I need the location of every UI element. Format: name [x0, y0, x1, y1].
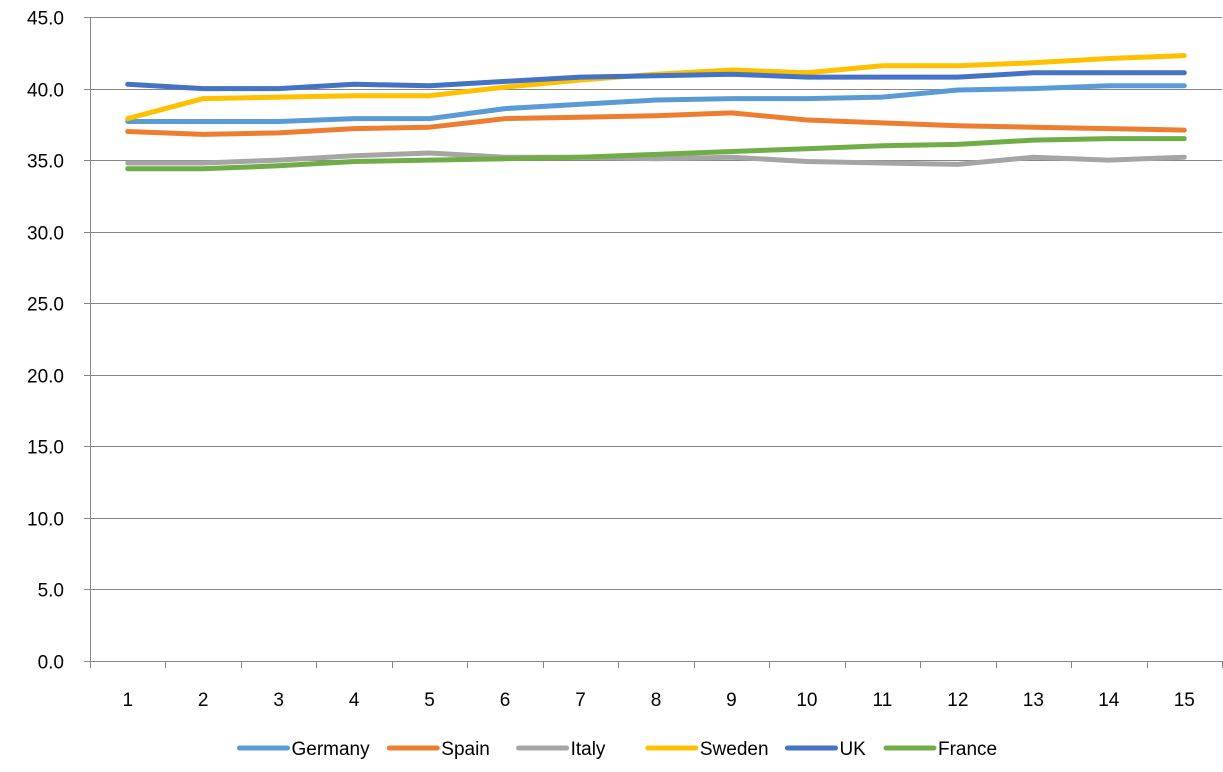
y-tick-label: 15.0 — [27, 438, 64, 459]
x-tick-label: 9 — [726, 690, 737, 711]
legend-item-uk: UK — [784, 739, 866, 760]
legend-item-france: France — [883, 739, 997, 760]
series-line-uk — [125, 70, 1187, 92]
y-tick-label: 5.0 — [38, 581, 64, 602]
grid-layer — [90, 17, 1222, 590]
x-tick-label: 8 — [651, 690, 662, 711]
y-tick-label: 35.0 — [27, 152, 64, 173]
x-tick-label: 5 — [424, 690, 435, 711]
legend-item-sweden: Sweden — [645, 739, 769, 760]
y-tick-label: 30.0 — [27, 224, 64, 245]
legend-label: Germany — [291, 739, 370, 760]
legend-label: France — [938, 739, 997, 760]
legend-item-germany: Germany — [236, 739, 370, 760]
x-tick-label: 4 — [349, 690, 360, 711]
y-tick-label: 25.0 — [27, 295, 64, 316]
series-line-france — [125, 136, 1187, 172]
series-line-germany — [125, 83, 1187, 124]
x-tick-label: 3 — [273, 690, 284, 711]
legend-label: Italy — [571, 739, 606, 760]
y-tick-label: 40.0 — [27, 81, 64, 102]
x-tick-label: 13 — [1023, 690, 1044, 711]
legend-label: Spain — [441, 739, 490, 760]
x-tick-label: 14 — [1098, 690, 1120, 711]
legend-label: UK — [839, 739, 866, 760]
y-tick-label: 0.0 — [38, 653, 64, 674]
x-tick-label: 12 — [947, 690, 968, 711]
x-tick-label: 15 — [1174, 690, 1195, 711]
x-tick-label: 2 — [198, 690, 209, 711]
x-tick-label: 7 — [575, 690, 586, 711]
x-tick-label: 10 — [796, 690, 817, 711]
legend-label: Sweden — [700, 739, 769, 760]
y-tick-label: 45.0 — [27, 9, 64, 30]
axis-layer: 0.05.010.015.020.025.030.035.040.045.01 2… — [27, 9, 1223, 711]
series-line-italy — [125, 150, 1187, 167]
legend-item-spain: Spain — [386, 739, 490, 760]
y-tick-label: 20.0 — [27, 367, 64, 388]
series-layer — [125, 53, 1187, 172]
y-tick-label: 10.0 — [27, 510, 64, 531]
x-tick-label: 6 — [500, 690, 511, 711]
series-line-spain — [125, 110, 1187, 137]
x-tick-label: 1 — [122, 690, 133, 711]
x-tick-label: 11 — [873, 690, 893, 711]
legend: Germany Spain Italy Sweden UK France — [236, 739, 997, 760]
legend-item-italy: Italy — [516, 739, 606, 760]
